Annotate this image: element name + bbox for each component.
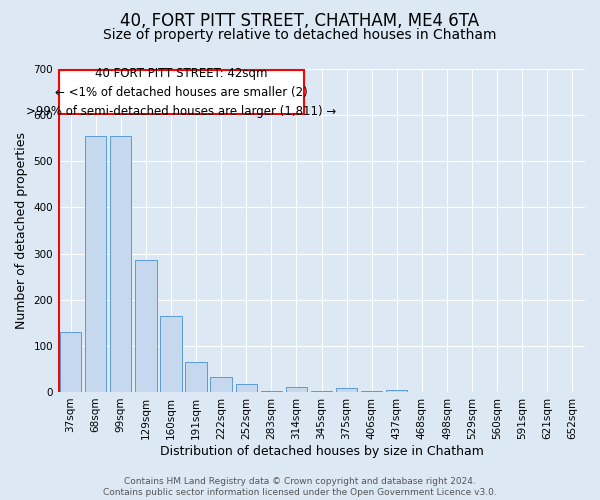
Bar: [135, 260, 157, 392]
Text: 40 FORT PITT STREET: 42sqm
← <1% of detached houses are smaller (2)
>99% of semi: 40 FORT PITT STREET: 42sqm ← <1% of deta…: [26, 66, 337, 118]
Bar: [286, 388, 307, 392]
Bar: [361, 391, 382, 392]
Y-axis label: Number of detached properties: Number of detached properties: [15, 132, 28, 329]
Text: 40, FORT PITT STREET, CHATHAM, ME4 6TA: 40, FORT PITT STREET, CHATHAM, ME4 6TA: [121, 12, 479, 30]
FancyBboxPatch shape: [59, 70, 304, 114]
Bar: [336, 388, 357, 392]
X-axis label: Distribution of detached houses by size in Chatham: Distribution of detached houses by size …: [160, 444, 484, 458]
Bar: [110, 136, 131, 392]
Text: Contains HM Land Registry data © Crown copyright and database right 2024.: Contains HM Land Registry data © Crown c…: [124, 476, 476, 486]
Bar: [260, 391, 282, 392]
Bar: [185, 362, 207, 392]
Text: Contains public sector information licensed under the Open Government Licence v3: Contains public sector information licen…: [103, 488, 497, 497]
Bar: [60, 332, 81, 392]
Bar: [211, 377, 232, 392]
Bar: [311, 391, 332, 392]
Bar: [386, 390, 407, 392]
Bar: [160, 316, 182, 392]
Bar: [236, 384, 257, 392]
Bar: [85, 136, 106, 392]
Text: Size of property relative to detached houses in Chatham: Size of property relative to detached ho…: [103, 28, 497, 42]
